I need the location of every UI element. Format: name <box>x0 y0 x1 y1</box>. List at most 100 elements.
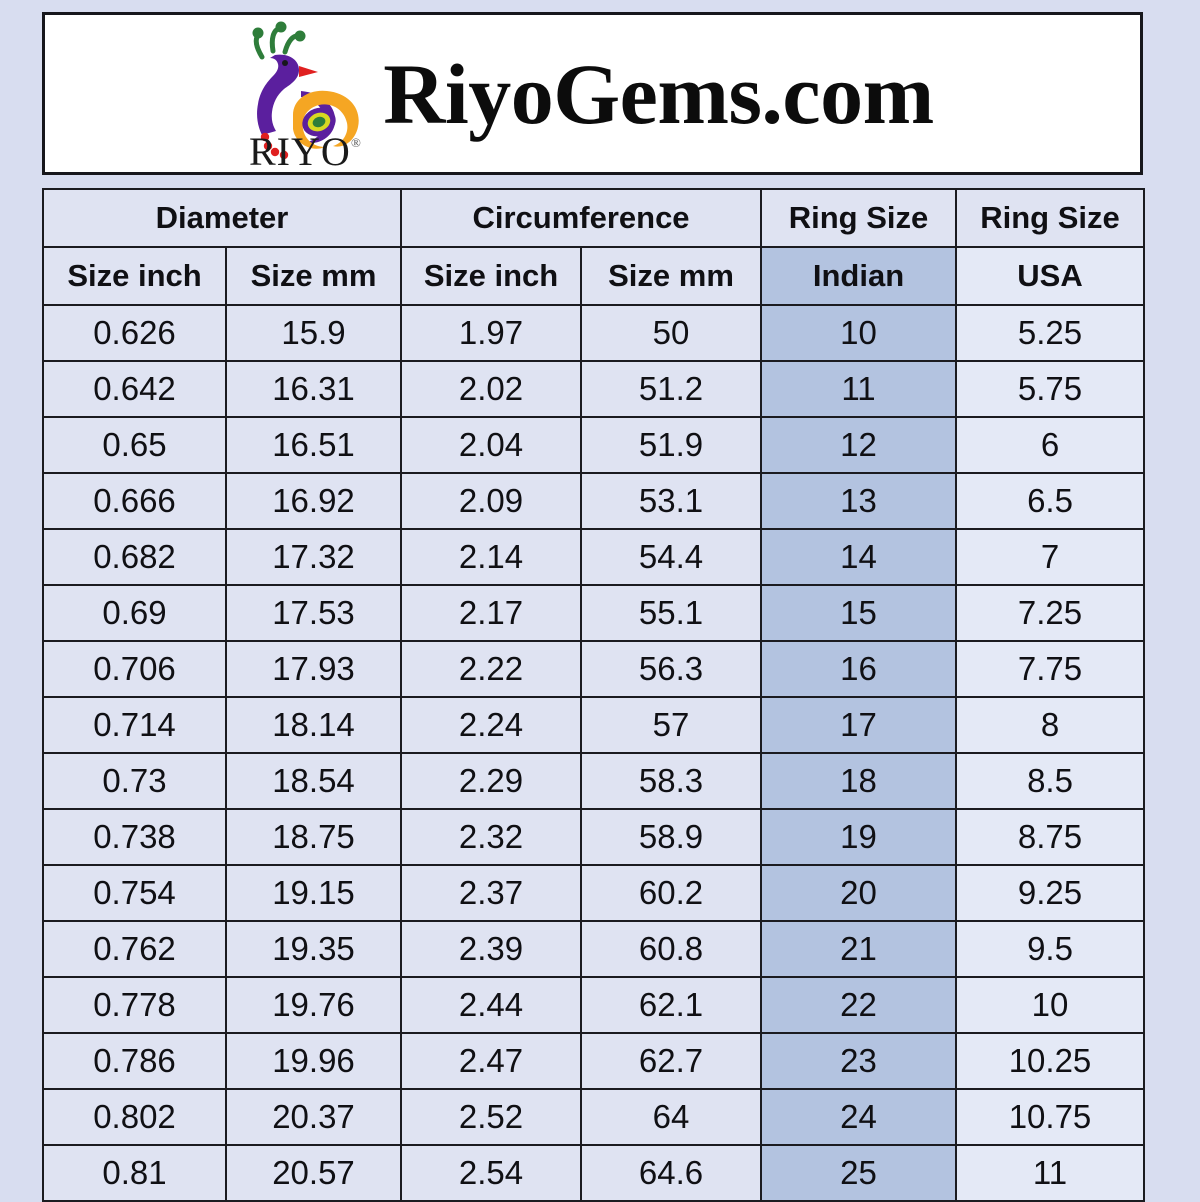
table-row: 0.73 18.54 2.29 58.3 18 8.5 <box>42 752 1145 810</box>
cell-circumference-inch: 2.04 <box>400 416 582 474</box>
cell-ring-size-indian: 23 <box>760 1032 957 1090</box>
cell-circumference-mm: 58.9 <box>580 808 762 866</box>
sub-header-usa: USA <box>955 246 1145 306</box>
cell-ring-size-usa: 8 <box>955 696 1145 754</box>
cell-ring-size-usa: 5.25 <box>955 304 1145 362</box>
cell-diameter-inch: 0.754 <box>42 864 227 922</box>
sub-header-diameter-mm: Size mm <box>225 246 402 306</box>
cell-ring-size-usa: 10.75 <box>955 1088 1145 1146</box>
cell-circumference-inch: 2.32 <box>400 808 582 866</box>
cell-ring-size-indian: 22 <box>760 976 957 1034</box>
cell-circumference-inch: 2.44 <box>400 976 582 1034</box>
cell-circumference-inch: 2.54 <box>400 1144 582 1202</box>
cell-diameter-mm: 18.54 <box>225 752 402 810</box>
cell-ring-size-indian: 18 <box>760 752 957 810</box>
group-header-row: Diameter Circumference Ring Size Ring Si… <box>42 188 1145 248</box>
table-row: 0.69 17.53 2.17 55.1 15 7.25 <box>42 584 1145 642</box>
cell-circumference-mm: 53.1 <box>580 472 762 530</box>
cell-diameter-mm: 19.35 <box>225 920 402 978</box>
cell-circumference-mm: 64 <box>580 1088 762 1146</box>
sub-header-circumference-inch: Size inch <box>400 246 582 306</box>
cell-ring-size-indian: 15 <box>760 584 957 642</box>
cell-circumference-mm: 50 <box>580 304 762 362</box>
cell-ring-size-usa: 7.75 <box>955 640 1145 698</box>
cell-diameter-inch: 0.714 <box>42 696 227 754</box>
cell-diameter-mm: 18.75 <box>225 808 402 866</box>
sub-header-circumference-mm: Size mm <box>580 246 762 306</box>
riyo-wordmark-text: RIYO <box>249 129 351 169</box>
table-row: 0.802 20.37 2.52 64 24 10.75 <box>42 1088 1145 1146</box>
cell-circumference-inch: 2.39 <box>400 920 582 978</box>
table-row: 0.682 17.32 2.14 54.4 14 7 <box>42 528 1145 586</box>
cell-diameter-inch: 0.626 <box>42 304 227 362</box>
cell-circumference-mm: 62.1 <box>580 976 762 1034</box>
cell-diameter-inch: 0.778 <box>42 976 227 1034</box>
cell-diameter-mm: 16.31 <box>225 360 402 418</box>
cell-circumference-inch: 1.97 <box>400 304 582 362</box>
cell-diameter-inch: 0.65 <box>42 416 227 474</box>
cell-ring-size-indian: 11 <box>760 360 957 418</box>
table-row: 0.754 19.15 2.37 60.2 20 9.25 <box>42 864 1145 922</box>
cell-ring-size-usa: 6.5 <box>955 472 1145 530</box>
cell-ring-size-usa: 9.25 <box>955 864 1145 922</box>
cell-diameter-inch: 0.682 <box>42 528 227 586</box>
cell-ring-size-usa: 8.5 <box>955 752 1145 810</box>
cell-diameter-mm: 16.51 <box>225 416 402 474</box>
registered-trademark-icon: ® <box>351 135 361 150</box>
cell-ring-size-usa: 10 <box>955 976 1145 1034</box>
cell-ring-size-indian: 17 <box>760 696 957 754</box>
cell-circumference-mm: 54.4 <box>580 528 762 586</box>
cell-diameter-inch: 0.69 <box>42 584 227 642</box>
cell-diameter-mm: 20.37 <box>225 1088 402 1146</box>
table-row: 0.778 19.76 2.44 62.1 22 10 <box>42 976 1145 1034</box>
cell-diameter-inch: 0.802 <box>42 1088 227 1146</box>
cell-diameter-mm: 15.9 <box>225 304 402 362</box>
riyo-peacock-logo-icon: RIYO ® <box>249 21 361 169</box>
cell-ring-size-indian: 10 <box>760 304 957 362</box>
cell-diameter-mm: 17.93 <box>225 640 402 698</box>
cell-diameter-mm: 16.92 <box>225 472 402 530</box>
table-row: 0.762 19.35 2.39 60.8 21 9.5 <box>42 920 1145 978</box>
cell-diameter-inch: 0.786 <box>42 1032 227 1090</box>
cell-circumference-inch: 2.52 <box>400 1088 582 1146</box>
cell-diameter-inch: 0.81 <box>42 1144 227 1202</box>
cell-diameter-mm: 17.53 <box>225 584 402 642</box>
cell-circumference-mm: 51.9 <box>580 416 762 474</box>
cell-ring-size-indian: 21 <box>760 920 957 978</box>
cell-diameter-mm: 19.15 <box>225 864 402 922</box>
cell-circumference-mm: 60.2 <box>580 864 762 922</box>
cell-circumference-mm: 51.2 <box>580 360 762 418</box>
cell-circumference-inch: 2.17 <box>400 584 582 642</box>
cell-ring-size-usa: 5.75 <box>955 360 1145 418</box>
cell-diameter-inch: 0.642 <box>42 360 227 418</box>
table-row: 0.81 20.57 2.54 64.6 25 11 <box>42 1144 1145 1202</box>
cell-ring-size-indian: 14 <box>760 528 957 586</box>
table-row: 0.626 15.9 1.97 50 10 5.25 <box>42 304 1145 362</box>
cell-ring-size-usa: 8.75 <box>955 808 1145 866</box>
cell-diameter-inch: 0.762 <box>42 920 227 978</box>
cell-ring-size-usa: 7.25 <box>955 584 1145 642</box>
cell-circumference-inch: 2.02 <box>400 360 582 418</box>
cell-diameter-mm: 19.96 <box>225 1032 402 1090</box>
cell-circumference-inch: 2.29 <box>400 752 582 810</box>
group-header-diameter: Diameter <box>42 188 402 248</box>
brand-header: RIYO ® RiyoGems.com <box>42 12 1143 175</box>
cell-ring-size-indian: 20 <box>760 864 957 922</box>
cell-circumference-mm: 64.6 <box>580 1144 762 1202</box>
table-row: 0.642 16.31 2.02 51.2 11 5.75 <box>42 360 1145 418</box>
cell-circumference-mm: 62.7 <box>580 1032 762 1090</box>
cell-ring-size-usa: 6 <box>955 416 1145 474</box>
cell-circumference-mm: 55.1 <box>580 584 762 642</box>
group-header-circumference: Circumference <box>400 188 762 248</box>
cell-circumference-inch: 2.09 <box>400 472 582 530</box>
cell-diameter-mm: 17.32 <box>225 528 402 586</box>
table-row: 0.714 18.14 2.24 57 17 8 <box>42 696 1145 754</box>
table-row: 0.738 18.75 2.32 58.9 19 8.75 <box>42 808 1145 866</box>
cell-circumference-inch: 2.22 <box>400 640 582 698</box>
cell-ring-size-indian: 24 <box>760 1088 957 1146</box>
cell-ring-size-indian: 19 <box>760 808 957 866</box>
brand-inner: RIYO ® RiyoGems.com <box>215 19 934 169</box>
table-row: 0.65 16.51 2.04 51.9 12 6 <box>42 416 1145 474</box>
sub-header-indian: Indian <box>760 246 957 306</box>
cell-circumference-mm: 57 <box>580 696 762 754</box>
